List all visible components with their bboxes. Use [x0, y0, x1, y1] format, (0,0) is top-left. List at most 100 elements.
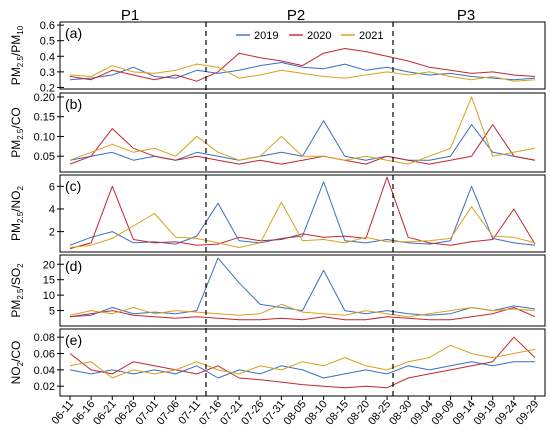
- x-tick-label: 06-26: [112, 398, 139, 427]
- x-tick-label: 06-16: [70, 398, 97, 427]
- x-tick-label: 07-21: [218, 398, 245, 427]
- y-tick-label: 0.06: [34, 349, 55, 361]
- panel-label: (b): [65, 96, 82, 112]
- y-axis-label: PM2.5/NO2: [9, 185, 25, 240]
- y-tick-label: 0.10: [34, 131, 55, 143]
- y-tick-label: 0.4: [40, 51, 55, 63]
- y-tick-label: 0.3: [40, 67, 55, 79]
- panel-label: (e): [65, 332, 82, 348]
- series-line-2021: [69, 201, 536, 248]
- series-line-2020: [69, 307, 536, 321]
- y-tick-label: 0.20: [34, 92, 55, 104]
- legend-label-2021: 2021: [359, 30, 383, 42]
- y-axis-label-part: 2: [16, 361, 25, 366]
- y-axis-label-part: PM: [9, 223, 23, 241]
- y-axis-label-part: /NO: [9, 190, 23, 211]
- series-line-2020: [69, 124, 536, 165]
- period-label-p3: P3: [457, 7, 475, 24]
- period-label-p1: P1: [121, 7, 139, 24]
- y-axis-label-part: 2.5: [16, 211, 25, 223]
- y-axis-label-part: NO: [9, 366, 23, 384]
- series-line-2020: [69, 336, 536, 389]
- y-axis-label-part: 2.5: [16, 288, 25, 300]
- series-line-2019: [69, 257, 536, 318]
- x-tick-label: 07-31: [260, 398, 287, 427]
- panels-layer: (a)0.20.30.40.50.6PM2.5/PM10(b)0.050.100…: [9, 20, 546, 397]
- x-tick-label: 08-15: [324, 398, 351, 427]
- x-tick-label: 09-14: [451, 398, 478, 427]
- y-tick-label: 0.02: [34, 381, 55, 393]
- y-tick-label: 0.5: [40, 36, 55, 48]
- series-line-2020: [69, 176, 536, 250]
- series-line-2021: [69, 63, 536, 82]
- panel-0: (a) 0.2 0.3 0.4 0.5 0.6 PM2.5/PM10: [9, 20, 546, 94]
- series-line-2019: [69, 120, 536, 161]
- panel-label: (d): [65, 258, 82, 274]
- y-axis-label-part: 2.5: [16, 128, 25, 140]
- x-tick-label: 08-05: [282, 398, 309, 427]
- x-tick-label: 08-25: [366, 398, 393, 427]
- x-tick-label: 09-19: [472, 398, 499, 427]
- y-tick-label: 20: [43, 259, 55, 271]
- x-tick-label: 07-01: [134, 398, 161, 427]
- legend-label-2019: 2019: [254, 30, 278, 42]
- y-tick-label: 15: [43, 275, 55, 287]
- y-tick-label: 0.2: [40, 82, 55, 94]
- y-axis-label: NO2/CO: [9, 341, 25, 385]
- y-axis-label-part: 10: [16, 25, 25, 34]
- series-line-2019: [69, 361, 535, 379]
- y-tick-label: 0.04: [34, 365, 55, 377]
- y-tick-label: 4: [49, 204, 55, 216]
- y-tick-label: 10: [43, 290, 55, 302]
- x-tick-label: 09-09: [429, 398, 456, 427]
- panel-frame: [59, 21, 546, 90]
- panel-4: (e) 0.02 0.04 0.06 0.08 NO2/CO: [9, 328, 546, 397]
- series-line-2021: [69, 303, 536, 318]
- legend-label-2020: 2020: [307, 30, 331, 42]
- y-axis-label-part: 2: [16, 263, 25, 268]
- series-line-2019: [69, 181, 536, 246]
- series-line-2021: [69, 96, 536, 165]
- y-axis-label-part: 2: [16, 185, 25, 190]
- panel-label: (a): [65, 25, 82, 41]
- y-axis-label-part: PM: [9, 140, 23, 158]
- y-tick-label: 0.6: [40, 20, 55, 32]
- x-tick-label: 08-20: [345, 398, 372, 427]
- series-line-2021: [69, 344, 536, 379]
- x-tick-label: 09-29: [514, 398, 541, 427]
- y-axis-label: PM2.5/SO2: [9, 263, 25, 318]
- x-tick-label: 06-21: [91, 398, 118, 427]
- y-axis-label: PM2.5/PM10: [9, 25, 25, 85]
- y-axis-label-part: /CO: [9, 107, 23, 128]
- y-axis-label-part: /PM: [9, 35, 23, 56]
- panel-3: (d) 5 10 15 20 PM2.5/SO2: [9, 254, 546, 327]
- y-tick-label: 5: [49, 306, 55, 318]
- y-axis-label-part: PM: [9, 300, 23, 318]
- x-axis: 06-1106-1606-2106-2607-0107-0607-1107-16…: [50, 396, 541, 427]
- panel-frame: [59, 92, 546, 173]
- y-axis-label-part: PM: [9, 67, 23, 85]
- y-axis-label: PM2.5/CO: [9, 107, 25, 157]
- x-tick-label: 07-06: [155, 398, 182, 427]
- x-tick-label: 07-16: [197, 398, 224, 427]
- y-tick-label: 0.05: [34, 151, 55, 163]
- period-labels: P1 P2 P3: [121, 7, 475, 24]
- x-tick-label: 07-26: [239, 398, 266, 427]
- y-tick-label: 2: [49, 227, 55, 239]
- y-tick-label: 0.08: [34, 332, 55, 344]
- y-axis-label-part: 2.5: [16, 56, 25, 68]
- panel-label: (c): [65, 178, 81, 194]
- panel-frame: [59, 174, 546, 253]
- panel-frame: [59, 254, 546, 327]
- x-tick-label: 08-30: [387, 398, 414, 427]
- y-tick-label: 6: [49, 181, 55, 193]
- x-tick-label: 09-24: [493, 398, 520, 427]
- legend: 2019 2020 2021: [236, 30, 383, 42]
- series-line-2020: [69, 48, 536, 82]
- y-tick-label: 0.15: [34, 112, 55, 124]
- y-axis-label-part: /CO: [9, 341, 23, 362]
- x-tick-label: 08-10: [303, 398, 330, 427]
- y-axis-label-part: /SO: [9, 268, 23, 289]
